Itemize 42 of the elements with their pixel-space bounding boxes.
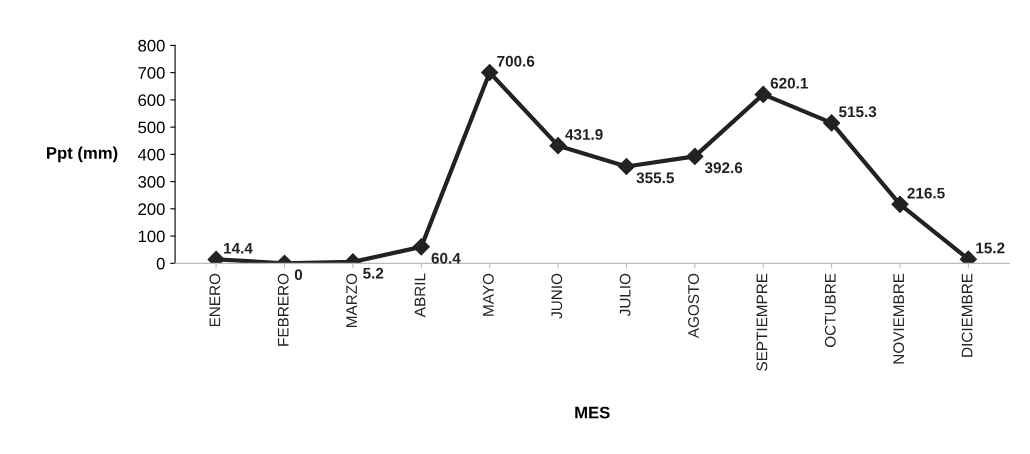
data-label: 355.5 bbox=[636, 172, 674, 184]
data-label: 5.2 bbox=[363, 267, 384, 279]
data-label: 700.6 bbox=[497, 55, 535, 67]
data-label: 515.3 bbox=[839, 106, 877, 118]
x-tick-label: ABRIL bbox=[414, 273, 426, 318]
y-tick-label: 100 bbox=[138, 230, 165, 243]
y-tick-label: 600 bbox=[138, 94, 165, 107]
x-tick-label: OCTUBRE bbox=[824, 273, 836, 348]
x-tick-label: FEBRERO bbox=[277, 273, 289, 346]
data-label: 431.9 bbox=[565, 129, 603, 140]
y-tick-label: 500 bbox=[138, 121, 165, 134]
x-tick-label: SEPTIEMPRE bbox=[756, 273, 768, 371]
y-tick-label: 800 bbox=[138, 39, 165, 52]
x-tick-label: MAYO bbox=[482, 273, 494, 316]
data-label: 15.2 bbox=[976, 242, 1005, 254]
data-label: 392.6 bbox=[704, 162, 743, 174]
point bbox=[686, 147, 704, 165]
x-tick-label: ENERO bbox=[209, 273, 221, 327]
data-label: 60.4 bbox=[431, 252, 461, 264]
point bbox=[617, 157, 635, 176]
data-label: 216.5 bbox=[907, 187, 945, 199]
point bbox=[754, 85, 772, 103]
y-tick-label: 300 bbox=[138, 176, 165, 188]
data-label: 620.1 bbox=[770, 77, 808, 89]
data-label: 0 bbox=[294, 269, 303, 281]
point bbox=[891, 195, 909, 213]
x-axis-title: MES bbox=[575, 406, 610, 419]
y-tick-label: 400 bbox=[137, 148, 165, 161]
y-tick-label: 200 bbox=[138, 203, 165, 216]
x-tick-label: MARZO bbox=[346, 273, 357, 327]
y-axis-title: Ppt (mm) bbox=[47, 146, 118, 163]
x-tick-label: NOVIEMBRE bbox=[893, 273, 905, 364]
x-tick-label: JULIO bbox=[619, 273, 631, 317]
point bbox=[823, 114, 841, 132]
data-label: 14.4 bbox=[224, 242, 253, 254]
point bbox=[549, 137, 567, 155]
point bbox=[481, 63, 499, 82]
y-tick-label: 0 bbox=[156, 257, 165, 270]
x-tick-label: AGOSTO bbox=[688, 273, 699, 339]
y-tick-label: 700 bbox=[138, 67, 165, 79]
x-tick-label: DICIEMBRE bbox=[961, 273, 973, 357]
x-tick-label: JUNIO bbox=[551, 273, 563, 319]
